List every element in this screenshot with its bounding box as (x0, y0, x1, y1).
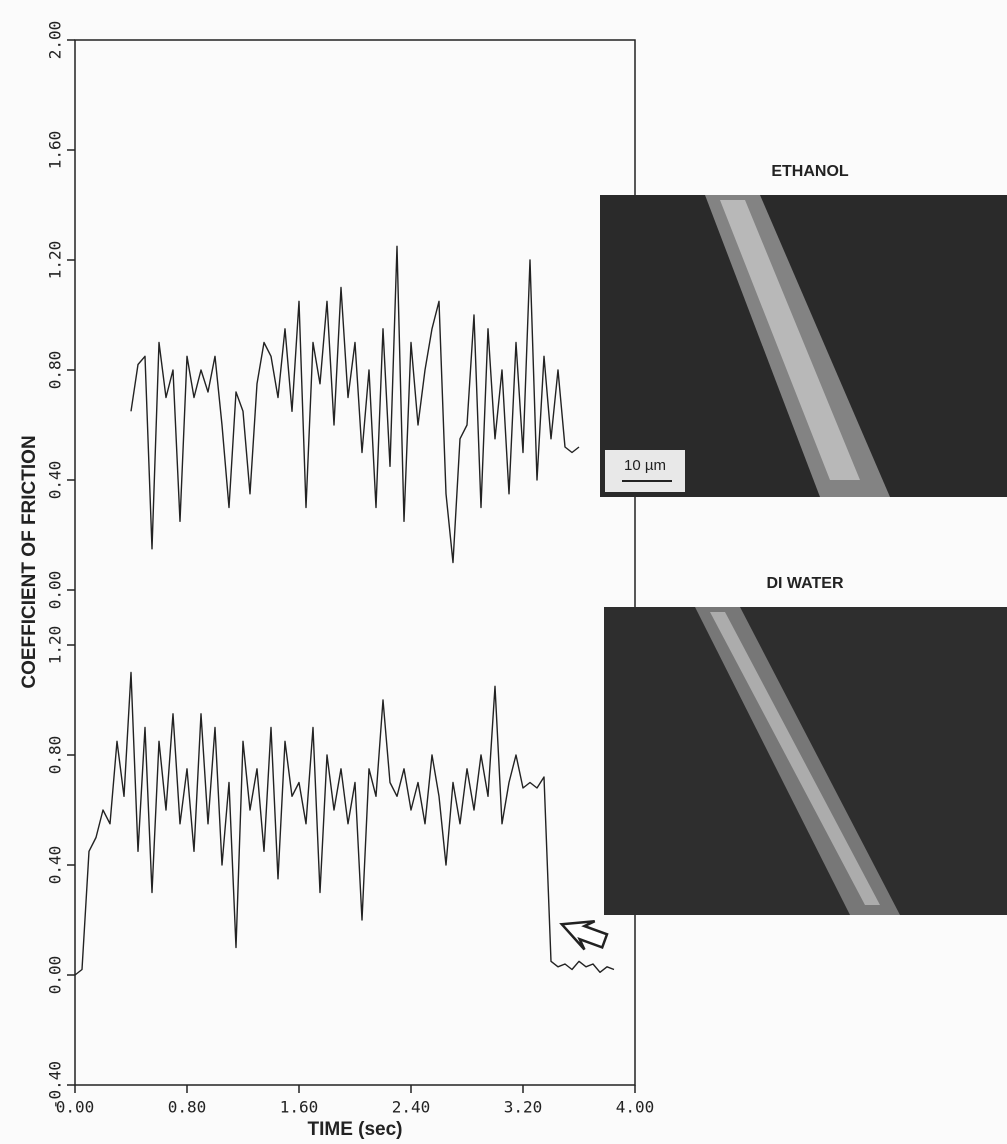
y-tick-label: 0.40 (46, 461, 65, 500)
y-tick-label: 1.60 (46, 131, 65, 170)
y-tick-label: 1.20 (46, 626, 65, 665)
y-tick-label: 1.20 (46, 241, 65, 280)
y-tick-label: -0.40 (46, 1061, 65, 1109)
friction-trace (74, 671, 615, 976)
y-tick-label: 0.00 (46, 956, 65, 995)
sem-image-di-water (604, 607, 1007, 915)
image-label: ETHANOL (771, 163, 849, 180)
x-tick-label: 0.80 (168, 1098, 207, 1117)
x-tick-label: 2.40 (392, 1098, 431, 1117)
scale-bar-label: 10 µm (624, 457, 666, 474)
y-tick-label: 0.80 (46, 736, 65, 775)
x-tick-label: 1.60 (280, 1098, 319, 1117)
sem-image-ethanol (600, 195, 1007, 497)
x-axis-label: TIME (sec) (307, 1119, 402, 1140)
y-tick-label: 0.80 (46, 351, 65, 390)
arrow (559, 920, 609, 951)
x-tick-label: 4.00 (616, 1098, 655, 1117)
x-tick-label: 0.00 (56, 1098, 95, 1117)
y-axis-label: COEFFICIENT OF FRICTION (19, 435, 40, 688)
image-label: DI WATER (766, 575, 843, 592)
friction-trace (130, 245, 580, 564)
plot-frame (74, 39, 636, 1086)
y-tick-label: 2.00 (46, 21, 65, 60)
y-tick-label: 0.40 (46, 846, 65, 885)
x-tick-label: 3.20 (504, 1098, 543, 1117)
y-tick-label: 0.00 (46, 571, 65, 610)
